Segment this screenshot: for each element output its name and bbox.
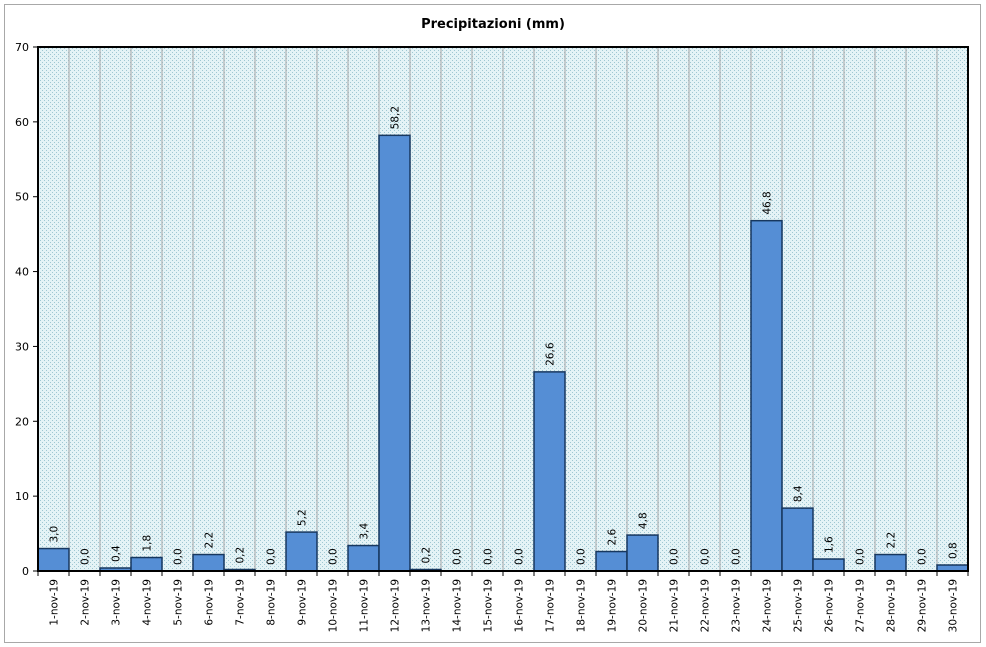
x-tick-label: 1-nov-19 [49, 579, 61, 626]
data-label: 0,2 [421, 547, 433, 564]
bar-11-nov-19 [347, 544, 380, 572]
data-label: 0,8 [948, 542, 960, 559]
bars [37, 134, 969, 572]
x-axis: 1-nov-19 2-nov-19 3-nov-19 4-nov-19 5-nov-19… [37, 571, 969, 632]
bar-28-nov-19 [874, 553, 907, 572]
x-tick-label: 18-nov-19 [576, 579, 588, 632]
x-tick-label: 27-nov-19 [855, 579, 867, 632]
bar-9-nov-19 [285, 531, 318, 572]
x-tick-label: 10-nov-19 [328, 579, 340, 632]
x-tick-label: 21-nov-19 [669, 579, 681, 632]
data-label: 0,0 [483, 548, 495, 565]
data-label: 0,0 [917, 548, 929, 565]
data-label: 0,0 [576, 548, 588, 565]
data-label: 0,2 [235, 547, 247, 564]
data-label: 0,0 [452, 548, 464, 565]
data-label: 2,2 [886, 532, 898, 549]
y-tick-label: 0 [22, 565, 29, 578]
data-label: 58,2 [390, 106, 402, 129]
x-tick-label: 8-nov-19 [266, 579, 278, 626]
bar-26-nov-19 [812, 558, 845, 572]
bar-1-nov-19 [37, 547, 70, 572]
data-label: 1,6 [824, 536, 836, 553]
x-tick-label: 4-nov-19 [142, 579, 154, 626]
x-tick-label: 19-nov-19 [607, 579, 619, 632]
y-tick-label: 10 [15, 490, 29, 503]
data-label: 0,0 [266, 548, 278, 565]
data-label: 0,4 [111, 545, 123, 562]
y-tick-label: 20 [15, 415, 29, 428]
data-label: 0,0 [328, 548, 340, 565]
x-tick-label: 26-nov-19 [824, 579, 836, 632]
data-label: 46,8 [762, 191, 774, 214]
x-tick-label: 14-nov-19 [452, 579, 464, 632]
x-tick-label: 29-nov-19 [917, 579, 929, 632]
data-label: 0,0 [173, 548, 185, 565]
bar-19-nov-19 [595, 550, 628, 572]
x-tick-label: 30-nov-19 [948, 579, 960, 632]
data-label: 8,4 [793, 485, 805, 502]
y-tick-label: 70 [15, 41, 29, 54]
data-label: 2,6 [607, 529, 619, 546]
y-tick-label: 50 [15, 191, 29, 204]
x-tick-label: 12-nov-19 [390, 579, 402, 632]
data-label: 4,8 [638, 512, 650, 529]
bar-4-nov-19 [130, 556, 163, 572]
bar-24-nov-19 [750, 219, 783, 572]
x-tick-label: 17-nov-19 [545, 579, 557, 632]
chart-title: Precipitazioni (mm) [421, 17, 565, 32]
data-label: 3,0 [49, 526, 61, 543]
x-tick-label: 28-nov-19 [886, 579, 898, 632]
data-label: 26,6 [545, 342, 557, 366]
x-tick-label: 20-nov-19 [638, 579, 650, 632]
bar-17-nov-19 [533, 371, 566, 572]
data-label: 0,0 [731, 548, 743, 565]
data-labels: 3,0 0,0 0,4 1,8 0,0 2,2 0,2 0,0 5,2 0,0 3,4 58,2 0,2… [49, 106, 960, 565]
data-label: 0,0 [855, 548, 867, 565]
bar-25-nov-19 [781, 507, 814, 572]
x-tick-label: 16-nov-19 [514, 579, 526, 632]
x-tick-label: 6-nov-19 [204, 579, 216, 626]
data-label: 0,0 [700, 548, 712, 565]
x-tick-label: 9-nov-19 [297, 579, 309, 626]
data-label: 0,0 [514, 548, 526, 565]
x-tick-label: 11-nov-19 [359, 579, 371, 632]
x-tick-label: 24-nov-19 [762, 579, 774, 632]
x-tick-label: 23-nov-19 [731, 579, 743, 632]
bar-20-nov-19 [626, 534, 659, 572]
x-tick-label: 15-nov-19 [483, 579, 495, 632]
y-tick-label: 40 [15, 266, 29, 279]
y-axis: 0 10 20 30 40 50 60 70 [15, 41, 38, 578]
x-tick-label: 25-nov-19 [793, 579, 805, 632]
data-label: 5,2 [297, 509, 309, 526]
data-label: 0,0 [80, 548, 92, 565]
x-tick-label: 22-nov-19 [700, 579, 712, 632]
bar-6-nov-19 [192, 553, 225, 572]
gridlines [68, 47, 938, 571]
y-tick-label: 30 [15, 340, 29, 353]
bar-12-nov-19 [378, 134, 411, 572]
data-label: 1,8 [142, 535, 154, 552]
data-label: 3,4 [359, 523, 371, 540]
x-tick-label: 3-nov-19 [111, 579, 123, 626]
x-tick-label: 7-nov-19 [235, 579, 247, 626]
data-label: 0,0 [669, 548, 681, 565]
y-tick-label: 60 [15, 116, 29, 129]
data-label: 2,2 [204, 532, 216, 549]
x-tick-label: 5-nov-19 [173, 579, 185, 626]
x-tick-label: 13-nov-19 [421, 579, 433, 632]
x-tick-label: 2-nov-19 [80, 579, 92, 626]
